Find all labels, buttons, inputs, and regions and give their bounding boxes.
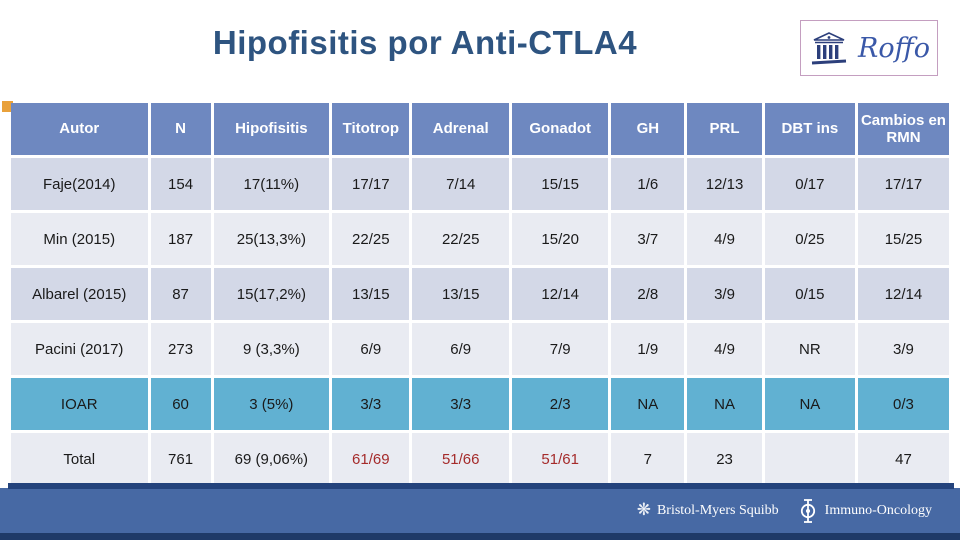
- table-cell: 87: [150, 268, 211, 320]
- table-cell: 154: [150, 158, 211, 210]
- table-cell: 0/15: [764, 268, 855, 320]
- bms-starburst-icon: ❋: [636, 500, 651, 520]
- table-cell: 13/15: [332, 268, 410, 320]
- table-cell: 23: [687, 433, 762, 485]
- table-row: IOAR 60 3 (5%) 3/3 3/3 2/3 NA NA NA 0/3: [11, 378, 949, 430]
- bms-logo: ❋ Bristol-Myers Squibb: [637, 502, 779, 519]
- hipofisitis-table: Autor N Hipofisitis Titotrop Adrenal Gonadot G…: [8, 100, 952, 488]
- table-cell: 3/3: [332, 378, 410, 430]
- table-cell: 47: [857, 433, 949, 485]
- table-cell: [764, 433, 855, 485]
- title-row: Hipofisitis por Anti-CTLA4: [0, 24, 960, 62]
- roffo-logo-text: Roffo: [858, 32, 930, 64]
- table-cell: Albarel (2015): [11, 268, 148, 320]
- table-cell: 6/9: [332, 323, 410, 375]
- table-underline: [8, 483, 954, 489]
- table-row: Pacini (2017) 273 9 (3,3%) 6/9 6/9 7/9 1/9 4/9 N…: [11, 323, 949, 375]
- table-cell: NA: [687, 378, 762, 430]
- column-header: Gonadot: [511, 103, 609, 155]
- table-cell: 22/25: [332, 213, 410, 265]
- table-cell: 3/9: [857, 323, 949, 375]
- table-cell: Total: [11, 433, 148, 485]
- column-header: GH: [611, 103, 685, 155]
- table-cell: 25(13,3%): [213, 213, 330, 265]
- table-cell: 51/66: [412, 433, 509, 485]
- table-cell: 0/25: [764, 213, 855, 265]
- table-cell: 2/8: [611, 268, 685, 320]
- table-cell: 22/25: [412, 213, 509, 265]
- table-cell: Faje(2014): [11, 158, 148, 210]
- table-cell: 15(17,2%): [213, 268, 330, 320]
- table-cell: 61/69: [332, 433, 410, 485]
- table-cell: 1/9: [611, 323, 685, 375]
- table-cell: 0/3: [857, 378, 949, 430]
- column-header: DBT ins: [764, 103, 855, 155]
- table-cell: 13/15: [412, 268, 509, 320]
- table-cell: 17/17: [857, 158, 949, 210]
- column-header: Hipofisitis: [213, 103, 330, 155]
- column-header: N: [150, 103, 211, 155]
- table-cell: 15/20: [511, 213, 609, 265]
- table-cell: NA: [764, 378, 855, 430]
- immuno-oncology-icon: [800, 498, 815, 523]
- table-cell: 69 (9,06%): [213, 433, 330, 485]
- table-cell: 15/25: [857, 213, 949, 265]
- table-header-row: Autor N Hipofisitis Titotrop Adrenal Gonadot G…: [11, 103, 949, 155]
- bms-logo-label: Bristol-Myers Squibb: [656, 502, 779, 518]
- table-cell: 7/9: [511, 323, 609, 375]
- table-cell: NR: [764, 323, 855, 375]
- table-cell: 7: [611, 433, 685, 485]
- column-header: Adrenal: [412, 103, 509, 155]
- table-cell: 1/6: [611, 158, 685, 210]
- table-cell: 4/9: [687, 213, 762, 265]
- table-cell: 12/13: [687, 158, 762, 210]
- table-cell: 3 (5%): [213, 378, 330, 430]
- table-cell: 6/9: [412, 323, 509, 375]
- table-cell: 12/14: [857, 268, 949, 320]
- table-cell: 3/3: [412, 378, 509, 430]
- table-cell: 60: [150, 378, 211, 430]
- table-cell: 9 (3,3%): [213, 323, 330, 375]
- table-row: Albarel (2015) 87 15(17,2%) 13/15 13/15 12/14…: [11, 268, 949, 320]
- table-cell: 0/17: [764, 158, 855, 210]
- table-row: Total 761 69 (9,06%) 61/69 51/66 51/61 7 23 47: [11, 433, 949, 485]
- table-cell: IOAR: [11, 378, 148, 430]
- page-title: Hipofisitis por Anti-CTLA4: [212, 24, 638, 61]
- table-cell: 51/61: [511, 433, 609, 485]
- roffo-building-icon: [811, 32, 847, 65]
- column-header: PRL: [687, 103, 762, 155]
- table-cell: 7/14: [412, 158, 509, 210]
- column-header: Autor: [11, 103, 148, 155]
- bottom-strip: [0, 533, 960, 540]
- column-header: Titotrop: [332, 103, 410, 155]
- table-cell: 17(11%): [213, 158, 330, 210]
- column-header: Cambios en RMN: [857, 103, 949, 155]
- footer-band: ❋ Bristol-Myers Squibb Immuno-Oncology: [0, 488, 960, 533]
- table-cell: 761: [150, 433, 211, 485]
- table-cell: 2/3: [511, 378, 609, 430]
- table-cell: 15/15: [511, 158, 609, 210]
- table-cell: 12/14: [511, 268, 609, 320]
- accent-square: [2, 101, 13, 112]
- table-row: Faje(2014) 154 17(11%) 17/17 7/14 15/15 1/6 12/…: [11, 158, 949, 210]
- table-row: Min (2015) 187 25(13,3%) 22/25 22/25 15/20 3/7…: [11, 213, 949, 265]
- table-cell: 273: [150, 323, 211, 375]
- table-cell: Pacini (2017): [11, 323, 148, 375]
- table-cell: 3/7: [611, 213, 685, 265]
- immuno-oncology-logo: Immuno-Oncology: [797, 498, 932, 524]
- table-cell: NA: [611, 378, 685, 430]
- table-cell: 4/9: [687, 323, 762, 375]
- immuno-oncology-label: Immuno-Oncology: [824, 502, 932, 518]
- table-cell: 187: [150, 213, 211, 265]
- table-cell: Min (2015): [11, 213, 148, 265]
- table-cell: 3/9: [687, 268, 762, 320]
- table-cell: 17/17: [332, 158, 410, 210]
- roffo-logo: Roffo: [800, 20, 938, 76]
